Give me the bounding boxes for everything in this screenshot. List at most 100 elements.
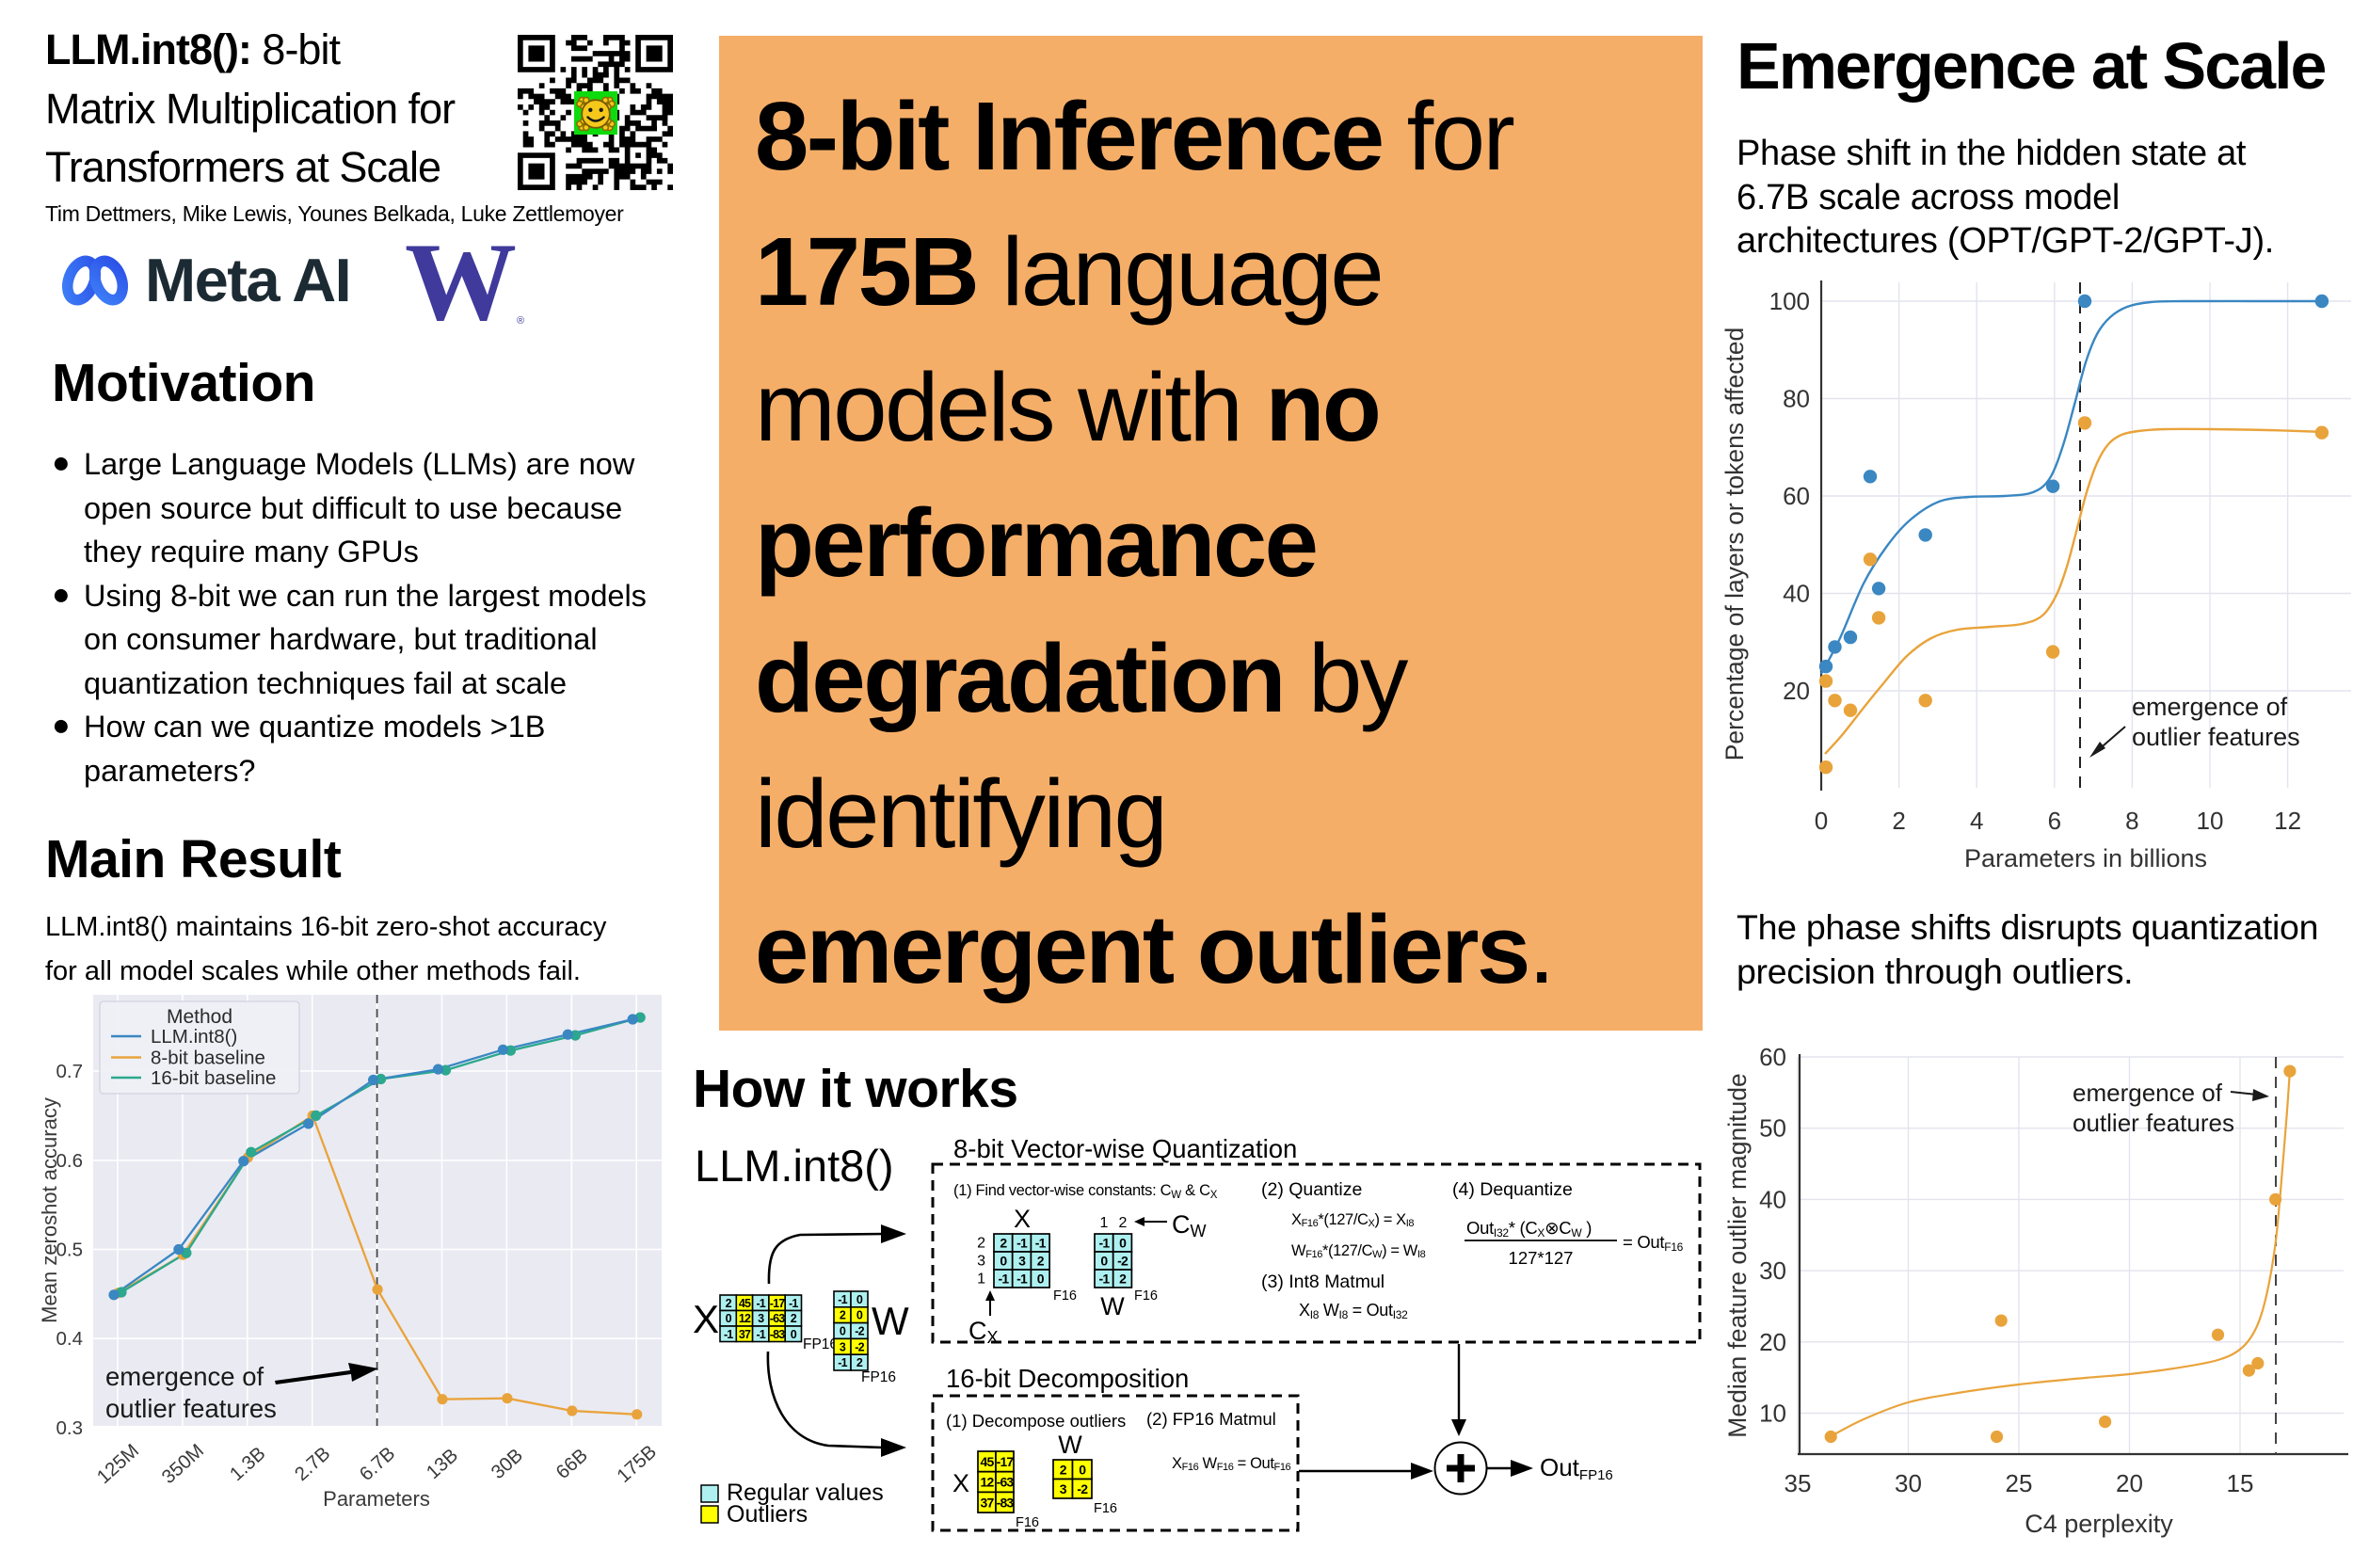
svg-text:30B: 30B <box>487 1445 527 1484</box>
svg-text:CW: CW <box>1172 1210 1207 1240</box>
svg-text:45: 45 <box>981 1454 995 1469</box>
svg-text:outlier features: outlier features <box>105 1394 277 1423</box>
svg-text:FP16: FP16 <box>861 1369 896 1385</box>
svg-text:Outliers: Outliers <box>727 1501 808 1528</box>
svg-text:-1: -1 <box>756 1297 765 1310</box>
svg-text:8: 8 <box>2125 807 2138 835</box>
svg-text:OutI32* (CX⊗CW ): OutI32* (CX⊗CW ) <box>1466 1218 1592 1240</box>
svg-text:(4) Dequantize: (4) Dequantize <box>1452 1179 1573 1200</box>
svg-text:80: 80 <box>1783 385 1810 413</box>
svg-text:CX: CX <box>968 1317 999 1347</box>
svg-text:X: X <box>693 1297 719 1341</box>
svg-text:1: 1 <box>977 1272 985 1288</box>
svg-text:-1: -1 <box>1016 1272 1028 1287</box>
svg-text:3: 3 <box>1018 1254 1026 1269</box>
svg-text:outlier features: outlier features <box>2073 1109 2234 1137</box>
svg-text:0: 0 <box>726 1312 732 1325</box>
svg-text:-1: -1 <box>1098 1272 1110 1287</box>
svg-text:Median feature outlier magnitu: Median feature outlier magnitude <box>1723 1073 1752 1437</box>
svg-text:125M: 125M <box>93 1440 143 1488</box>
svg-text:12: 12 <box>739 1312 751 1325</box>
svg-text:45: 45 <box>739 1297 751 1310</box>
svg-text:F16: F16 <box>1094 1501 1117 1516</box>
svg-text:2: 2 <box>840 1309 846 1322</box>
svg-text:F16: F16 <box>1134 1288 1158 1304</box>
svg-text:Regular values: Regular values <box>727 1480 884 1506</box>
svg-text:4: 4 <box>1970 807 1983 835</box>
svg-text:0: 0 <box>1079 1462 1086 1477</box>
svg-text:0: 0 <box>1815 807 1828 835</box>
svg-text:XI8 WI8 = OutI32: XI8 WI8 = OutI32 <box>1299 1301 1408 1321</box>
svg-text:15: 15 <box>2227 1469 2254 1497</box>
svg-text:Mean zeroshot accuracy: Mean zeroshot accuracy <box>38 1097 61 1323</box>
svg-text:-2: -2 <box>855 1325 864 1338</box>
svg-text:3: 3 <box>977 1254 985 1270</box>
svg-text:10: 10 <box>2197 807 2224 835</box>
svg-text:-1: -1 <box>1035 1236 1047 1251</box>
svg-text:16-bit Decomposition: 16-bit Decomposition <box>946 1364 1189 1393</box>
svg-text:F16: F16 <box>1053 1288 1077 1304</box>
svg-text:0: 0 <box>1037 1272 1045 1287</box>
svg-text:-2: -2 <box>1117 1254 1128 1269</box>
svg-text:-1: -1 <box>838 1356 847 1369</box>
svg-text:XF16*(127/CX) = XI8: XF16*(127/CX) = XI8 <box>1291 1211 1414 1229</box>
svg-text:100: 100 <box>1769 287 1810 315</box>
svg-text:-1: -1 <box>1098 1236 1110 1251</box>
svg-text:3: 3 <box>758 1312 764 1325</box>
svg-text:OutFP16: OutFP16 <box>1540 1453 1613 1483</box>
svg-text:-17: -17 <box>770 1297 786 1310</box>
svg-text:3: 3 <box>840 1340 846 1353</box>
svg-text:Parameters: Parameters <box>323 1487 430 1511</box>
svg-text:6: 6 <box>2048 807 2061 835</box>
svg-text:0.6: 0.6 <box>56 1150 84 1172</box>
svg-text:XF16 WF16 = OutF16: XF16 WF16 = OutF16 <box>1172 1455 1291 1473</box>
svg-text:emergence of: emergence of <box>105 1362 264 1391</box>
svg-text:12: 12 <box>981 1475 995 1490</box>
svg-text:(1) Find vector-wise constants: (1) Find vector-wise constants: CW & CX <box>953 1182 1218 1201</box>
svg-text:Parameters in billions: Parameters in billions <box>1964 844 2207 872</box>
svg-text:outlier features: outlier features <box>2132 723 2300 751</box>
svg-text:-1: -1 <box>724 1328 733 1341</box>
svg-text:2: 2 <box>1892 807 1905 835</box>
svg-text:20: 20 <box>1759 1328 1786 1356</box>
svg-text:40: 40 <box>1783 580 1810 608</box>
svg-text:2: 2 <box>726 1297 732 1310</box>
svg-text:12: 12 <box>2274 807 2301 835</box>
svg-text:(1) Decompose outliers: (1) Decompose outliers <box>946 1411 1126 1431</box>
svg-text:0: 0 <box>840 1325 846 1338</box>
svg-text:C4 perplexity: C4 perplexity <box>2025 1510 2173 1538</box>
svg-text:8-bit Vector-wise Quantization: 8-bit Vector-wise Quantization <box>953 1134 1297 1163</box>
svg-text:F16: F16 <box>1016 1515 1039 1530</box>
svg-text:37: 37 <box>981 1495 995 1510</box>
svg-text:2: 2 <box>1000 1236 1007 1251</box>
svg-text:LLM.int8(): LLM.int8() <box>151 1026 237 1048</box>
svg-text:1: 1 <box>1100 1215 1109 1231</box>
svg-text:(2) Quantize: (2) Quantize <box>1261 1179 1362 1200</box>
svg-text:0: 0 <box>856 1309 863 1322</box>
svg-text:-1: -1 <box>1016 1236 1028 1251</box>
svg-text:2: 2 <box>1119 1272 1127 1287</box>
svg-text:60: 60 <box>1759 1043 1786 1071</box>
svg-text:-2: -2 <box>855 1340 864 1353</box>
svg-text:Meta AI: Meta AI <box>145 252 350 312</box>
svg-text:X: X <box>952 1469 969 1497</box>
svg-text:8-bit baseline: 8-bit baseline <box>151 1048 265 1069</box>
svg-text:-83: -83 <box>770 1328 786 1341</box>
svg-text:W: W <box>405 235 517 334</box>
svg-text:66B: 66B <box>552 1445 592 1484</box>
svg-text:W: W <box>1058 1431 1082 1459</box>
svg-text:(2) FP16 Matmul: (2) FP16 Matmul <box>1146 1409 1276 1429</box>
svg-text:= OutF16: = OutF16 <box>1623 1232 1684 1254</box>
svg-text:0: 0 <box>791 1328 797 1341</box>
svg-text:0.3: 0.3 <box>56 1417 84 1439</box>
svg-text:175B: 175B <box>613 1441 661 1487</box>
svg-text:0: 0 <box>1000 1254 1007 1269</box>
svg-text:30: 30 <box>1895 1469 1922 1497</box>
svg-text:-83: -83 <box>997 1495 1015 1510</box>
svg-text:25: 25 <box>2006 1469 2033 1497</box>
svg-text:6.7B: 6.7B <box>356 1443 400 1485</box>
svg-text:2: 2 <box>856 1356 863 1369</box>
svg-text:WF16*(127/CW) = WI8: WF16*(127/CW) = WI8 <box>1291 1242 1426 1260</box>
svg-text:0.7: 0.7 <box>56 1061 84 1082</box>
svg-text:®: ® <box>517 315 524 327</box>
